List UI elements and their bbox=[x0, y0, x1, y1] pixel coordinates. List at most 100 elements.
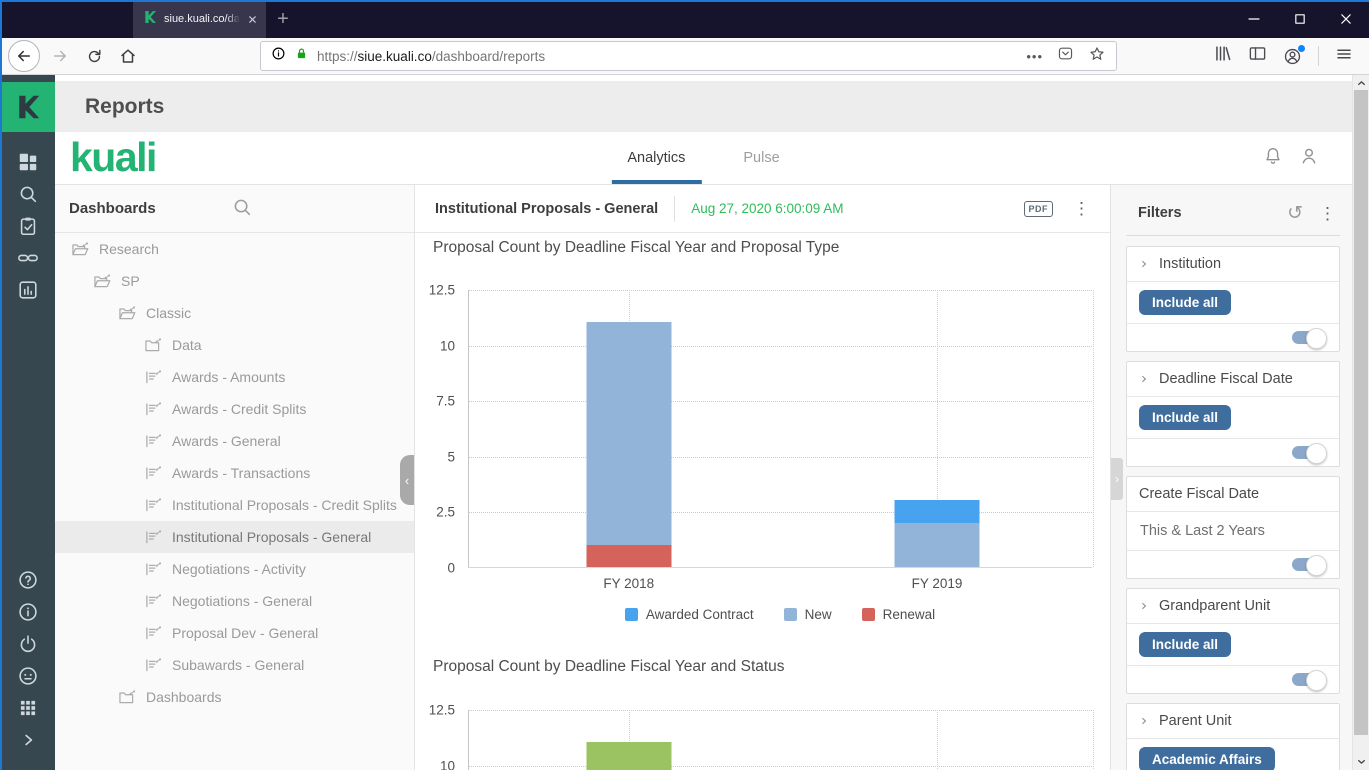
report-title: Institutional Proposals - General bbox=[435, 200, 659, 217]
tree-item[interactable]: Proposal Dev - General bbox=[55, 617, 414, 649]
reports-band: Reports bbox=[55, 81, 1352, 132]
y-axis-tick-label: 10 bbox=[439, 758, 455, 770]
filter-value-button[interactable]: Include all bbox=[1139, 290, 1232, 315]
rail-expand-icon[interactable] bbox=[16, 728, 40, 752]
filter-card-header[interactable]: Deadline Fiscal Date bbox=[1127, 362, 1339, 397]
tree-item[interactable]: Awards - General bbox=[55, 425, 414, 457]
tab-analytics[interactable]: Analytics bbox=[611, 150, 702, 184]
tree-item[interactable]: Dashboards bbox=[55, 681, 414, 713]
search-icon[interactable] bbox=[231, 196, 393, 222]
gridline-horizontal bbox=[469, 710, 1092, 711]
filter-card-grandparent-unit: Grandparent Unit Include all bbox=[1126, 588, 1340, 694]
scrollbar-up-arrow-icon[interactable] bbox=[1353, 76, 1369, 91]
filter-card-body: Include all bbox=[1127, 397, 1339, 439]
tree-item[interactable]: SP bbox=[55, 265, 414, 297]
tree-item[interactable]: Awards - Transactions bbox=[55, 457, 414, 489]
kebab-menu-icon[interactable]: ⋮ bbox=[1319, 203, 1336, 223]
window-minimize-button[interactable] bbox=[1231, 0, 1277, 38]
rail-robot-icon[interactable] bbox=[16, 664, 40, 688]
filter-card-footer bbox=[1127, 666, 1339, 693]
rail-dashboard-icon[interactable] bbox=[16, 150, 40, 174]
window-close-button[interactable] bbox=[1323, 0, 1369, 38]
filters-divider bbox=[1126, 235, 1340, 236]
rail-help-icon[interactable] bbox=[16, 568, 40, 592]
tree-item[interactable]: Awards - Credit Splits bbox=[55, 393, 414, 425]
filter-card-title: Institution bbox=[1159, 256, 1222, 272]
legend-item: New bbox=[783, 607, 832, 622]
account-icon[interactable] bbox=[1283, 44, 1305, 66]
site-info-icon[interactable] bbox=[271, 46, 286, 66]
filter-value-button[interactable]: Include all bbox=[1139, 632, 1232, 657]
tree-item[interactable]: Negotiations - General bbox=[55, 585, 414, 617]
refresh-button[interactable] bbox=[80, 42, 108, 70]
tree-item[interactable]: Institutional Proposals - General bbox=[55, 521, 414, 553]
pocket-icon[interactable] bbox=[1057, 45, 1074, 67]
tree-item[interactable]: Institutional Proposals - Credit Splits bbox=[55, 489, 414, 521]
tree-item[interactable]: Classic bbox=[55, 297, 414, 329]
rail-search-icon[interactable] bbox=[16, 182, 40, 206]
gridline-vertical bbox=[1093, 290, 1094, 567]
page-actions-dots-icon[interactable]: ••• bbox=[1026, 48, 1043, 64]
new-tab-button[interactable]: + bbox=[277, 7, 289, 30]
filter-card-footer bbox=[1127, 324, 1339, 351]
browser-tab[interactable]: siue.kuali.co/dashboard/report bbox=[133, 0, 266, 38]
rail-tasks-icon[interactable] bbox=[16, 214, 40, 238]
filter-card-header[interactable]: Parent Unit bbox=[1127, 704, 1339, 739]
pdf-export-button[interactable]: PDF bbox=[1023, 200, 1053, 217]
filters-collapse-handle[interactable]: › bbox=[1111, 458, 1123, 500]
gridline-horizontal bbox=[469, 512, 1092, 514]
sidebar-icon[interactable] bbox=[1248, 44, 1267, 68]
dashboards-panel-title: Dashboards bbox=[69, 200, 156, 217]
menu-hamburger-icon[interactable] bbox=[1335, 45, 1353, 68]
filter-toggle[interactable] bbox=[1292, 328, 1327, 349]
filter-card-parent-unit: Parent Unit Academic Affairs bbox=[1126, 703, 1340, 770]
bookmark-star-icon[interactable] bbox=[1088, 45, 1106, 68]
kebab-menu-icon[interactable]: ⋮ bbox=[1073, 199, 1090, 218]
tree-collapse-handle[interactable]: ‹ bbox=[400, 455, 414, 505]
filter-toggle[interactable] bbox=[1292, 443, 1327, 464]
page-scrollbar[interactable] bbox=[1352, 75, 1369, 770]
home-button[interactable] bbox=[114, 42, 142, 70]
kuali-wordmark-logo: kuali bbox=[70, 134, 157, 180]
window-maximize-button[interactable] bbox=[1277, 0, 1323, 38]
tree-item-label: Awards - Transactions bbox=[172, 465, 311, 481]
filter-toggle[interactable] bbox=[1292, 670, 1327, 691]
rail-info-icon[interactable] bbox=[16, 600, 40, 624]
filter-card-header[interactable]: Create Fiscal Date bbox=[1127, 477, 1339, 512]
y-axis-tick-label: 10 bbox=[439, 338, 455, 354]
rail-power-icon[interactable] bbox=[16, 632, 40, 656]
filter-toggle[interactable] bbox=[1292, 555, 1327, 576]
refresh-icon[interactable]: ↺ bbox=[1287, 201, 1303, 224]
filter-card-header[interactable]: Grandparent Unit bbox=[1127, 589, 1339, 624]
bar-fy-2019 bbox=[894, 500, 980, 567]
scrollbar-down-arrow-icon[interactable] bbox=[1353, 754, 1369, 769]
forward-button[interactable] bbox=[46, 42, 74, 70]
rail-apps-icon[interactable] bbox=[16, 696, 40, 720]
bar-fy-2018 bbox=[586, 742, 672, 770]
tree-item[interactable]: Research bbox=[55, 233, 414, 265]
tab-pulse[interactable]: Pulse bbox=[743, 150, 780, 166]
filter-card-header[interactable]: Institution bbox=[1127, 247, 1339, 282]
scrollbar-thumb[interactable] bbox=[1354, 90, 1368, 735]
filter-card-footer bbox=[1127, 551, 1339, 578]
legend-label: Awarded Contract bbox=[645, 607, 754, 622]
filter-value-button[interactable]: Include all bbox=[1139, 405, 1232, 430]
x-axis-tick-label: FY 2019 bbox=[911, 576, 963, 591]
rail-link-icon[interactable] bbox=[16, 246, 40, 270]
tree-item[interactable]: Awards - Amounts bbox=[55, 361, 414, 393]
back-button[interactable] bbox=[8, 40, 40, 72]
filter-card-body: This & Last 2 Years bbox=[1127, 512, 1339, 551]
person-icon[interactable] bbox=[1298, 145, 1320, 172]
library-icon[interactable] bbox=[1213, 44, 1232, 68]
tree-item[interactable]: Data bbox=[55, 329, 414, 361]
bell-icon[interactable] bbox=[1262, 145, 1284, 172]
tree-item[interactable]: Negotiations - Activity bbox=[55, 553, 414, 585]
kuali-logo-tile[interactable] bbox=[0, 82, 55, 132]
filter-value-button[interactable]: Academic Affairs bbox=[1139, 747, 1275, 770]
rail-chart-icon[interactable] bbox=[16, 278, 40, 302]
bar-segment-series bbox=[586, 742, 672, 770]
url-bar[interactable]: https://siue.kuali.co/dashboard/reports … bbox=[260, 41, 1117, 71]
tree-item[interactable]: Subawards - General bbox=[55, 649, 414, 681]
tab-close-icon[interactable] bbox=[246, 13, 259, 26]
